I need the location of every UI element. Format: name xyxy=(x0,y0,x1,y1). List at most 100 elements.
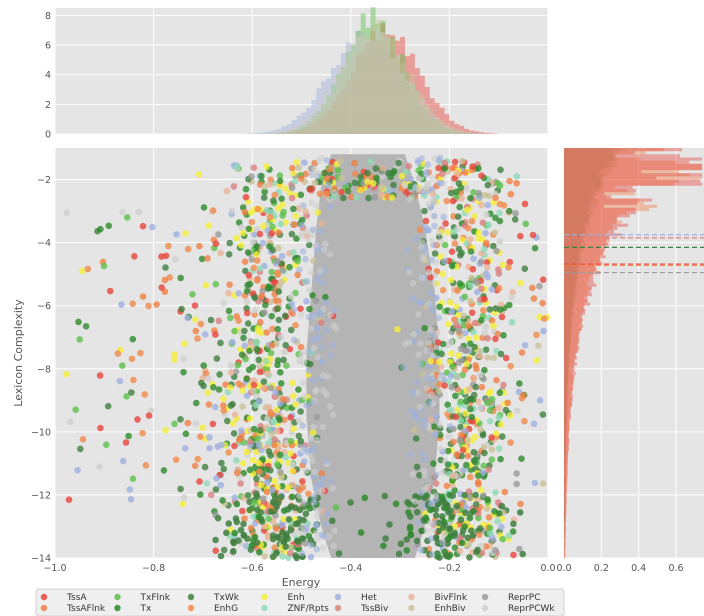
scatter-point xyxy=(332,504,340,511)
scatter-point xyxy=(495,404,503,412)
scatter-point xyxy=(278,493,285,501)
scatter-point xyxy=(517,232,524,240)
scatter-point xyxy=(306,286,313,294)
scatter-point xyxy=(262,358,270,365)
scatter-point xyxy=(123,393,130,400)
scatter-point xyxy=(457,423,464,431)
scatter-point xyxy=(205,222,213,229)
scatter-point xyxy=(305,490,312,498)
scatter-point xyxy=(213,355,221,362)
scatter-point xyxy=(435,314,443,322)
scatter-point xyxy=(497,350,505,358)
scatter-point xyxy=(158,284,165,291)
scatter-point xyxy=(292,212,300,220)
scatter-point xyxy=(428,376,436,383)
scatter-point xyxy=(126,486,134,493)
scatter-point xyxy=(141,391,148,398)
scatter-point xyxy=(275,414,283,422)
scatter-point xyxy=(420,456,428,463)
scatter-point xyxy=(65,496,73,504)
scatter-point xyxy=(304,236,312,244)
scatter-point xyxy=(467,297,474,305)
scatter-point xyxy=(306,305,313,313)
scatter-point xyxy=(415,351,423,358)
scatter-point xyxy=(248,256,256,263)
scatter-point xyxy=(513,480,520,488)
scatter-point xyxy=(181,340,188,348)
scatter-point xyxy=(492,546,499,554)
scatter-point xyxy=(244,492,252,499)
scatter-point xyxy=(122,439,130,446)
scatter-point xyxy=(308,269,315,276)
scatter-point xyxy=(172,456,180,464)
scatter-point xyxy=(244,535,251,542)
scatter-point xyxy=(323,457,330,465)
scatter-point xyxy=(426,399,433,407)
scatter-point xyxy=(319,279,326,287)
scatter-point xyxy=(471,319,479,327)
legend-item: Tx xyxy=(114,604,152,614)
scatter-point xyxy=(539,411,547,418)
scatter-point xyxy=(418,274,426,282)
scatter-point xyxy=(173,231,180,238)
scatter-point xyxy=(468,274,475,282)
top-histogram-het xyxy=(242,30,489,135)
scatter-point xyxy=(285,484,292,492)
scatter-point xyxy=(194,455,202,463)
scatter-point xyxy=(449,197,457,205)
scatter-point xyxy=(260,378,268,386)
scatter-point xyxy=(310,344,318,352)
scatter-point xyxy=(128,389,135,396)
scatter-point xyxy=(275,229,282,236)
scatter-point xyxy=(513,173,521,180)
scatter-point xyxy=(82,323,90,330)
scatter-point xyxy=(235,537,242,544)
scatter-point xyxy=(481,449,488,457)
dense-core xyxy=(306,154,440,559)
scatter-point xyxy=(258,292,266,300)
scatter-point xyxy=(444,320,452,328)
scatter-point xyxy=(492,305,500,312)
scatter-point xyxy=(153,301,160,308)
scatter-point xyxy=(475,229,483,237)
scatter-point xyxy=(516,509,524,516)
scatter-point xyxy=(242,185,250,193)
right-marginal: 0.0 0.2 0.4 0.6 xyxy=(556,148,704,574)
scatter-point xyxy=(436,154,444,162)
scatter-point xyxy=(319,544,327,552)
scatter-point xyxy=(303,298,310,305)
scatter-point xyxy=(307,434,314,442)
scatter-point xyxy=(438,350,445,358)
scatter-point xyxy=(475,472,482,480)
scatter-point xyxy=(521,200,529,208)
scatter-point xyxy=(237,346,244,353)
scatter-point xyxy=(334,166,342,174)
scatter-point xyxy=(197,491,204,498)
top-histogram-enhbiv xyxy=(267,19,489,134)
scatter-point xyxy=(172,255,179,263)
scatter-point xyxy=(237,480,244,487)
scatter-point xyxy=(226,281,233,289)
scatter-point xyxy=(412,235,420,242)
scatter-point xyxy=(505,532,512,540)
top-histogram-tssa xyxy=(271,22,499,134)
legend-item: ZNF/Rpts xyxy=(261,604,329,614)
scatter-point xyxy=(200,204,208,211)
scatter-point xyxy=(478,383,486,391)
scatter-point xyxy=(473,548,480,556)
scatter-point xyxy=(430,526,437,533)
scatter-point xyxy=(495,414,503,421)
scatter-point xyxy=(515,388,523,396)
scatter-point xyxy=(320,246,328,254)
scatter-point xyxy=(311,468,319,476)
scatter-point xyxy=(216,371,223,378)
scatter-point xyxy=(274,499,282,507)
scatter-point xyxy=(266,213,274,221)
scatter-point xyxy=(434,339,442,346)
scatter-point xyxy=(468,217,476,225)
scatter-point xyxy=(467,194,474,202)
scatter-point xyxy=(400,364,408,371)
scatter-point xyxy=(539,276,547,284)
right-histogram-het xyxy=(564,148,619,530)
scatter-point xyxy=(351,159,358,167)
